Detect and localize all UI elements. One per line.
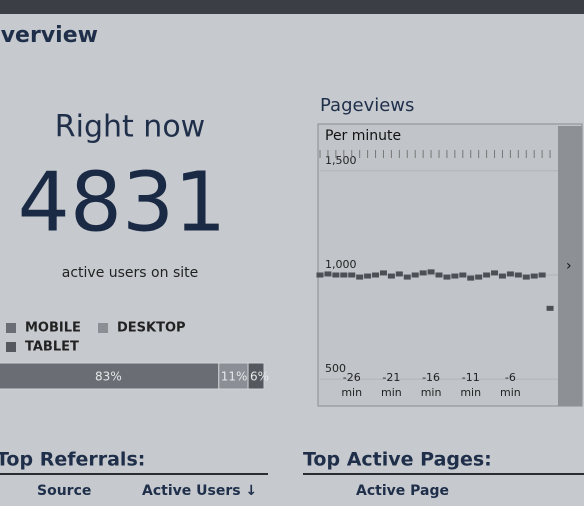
legend-label: DESKTOP xyxy=(117,321,186,336)
pageview-mark xyxy=(475,274,483,280)
y-tick-label: 500 xyxy=(325,362,346,375)
pageview-mark xyxy=(514,272,522,278)
y-tick-label: 1,500 xyxy=(325,154,357,167)
count-caption: active users on site xyxy=(62,265,198,281)
column-header[interactable]: Source xyxy=(37,483,91,499)
legend-swatch xyxy=(98,323,108,333)
device-segment xyxy=(247,362,265,390)
legend-swatch xyxy=(6,323,16,333)
pageview-mark xyxy=(372,272,380,278)
pageview-mark xyxy=(459,272,467,278)
y-tick-label: 1,000 xyxy=(325,258,357,271)
pageview-mark xyxy=(506,271,514,277)
pageview-mark xyxy=(348,272,356,278)
pages-title: Top Active Pages: xyxy=(303,449,492,471)
chart-subtitle: Per minute xyxy=(325,128,401,144)
x-tick-label: -6 min xyxy=(500,371,521,399)
pageview-mark xyxy=(483,272,491,278)
pageview-mark xyxy=(403,274,411,280)
scroll-strip[interactable] xyxy=(558,126,582,406)
pageview-mark xyxy=(316,272,324,278)
pageview-mark xyxy=(324,271,332,277)
pageview-mark xyxy=(530,273,538,279)
chart-title: Pageviews xyxy=(320,95,414,116)
pageview-mark xyxy=(387,273,395,279)
pageview-mark xyxy=(379,270,387,276)
pageview-mark xyxy=(498,273,506,279)
pageview-mark xyxy=(356,274,364,280)
segment-label: 83% xyxy=(95,370,122,384)
pageview-mark xyxy=(411,272,419,278)
x-tick-label: -26 min xyxy=(341,371,362,399)
pageview-mark xyxy=(332,272,340,278)
next-arrow[interactable]: › xyxy=(566,258,572,274)
x-tick-label: -21 min xyxy=(381,371,402,399)
page-title: Overview xyxy=(0,23,98,48)
pageview-mark xyxy=(340,272,348,278)
active-count: 4831 xyxy=(18,155,227,250)
device-segment xyxy=(0,362,220,390)
pageview-mark xyxy=(395,271,403,277)
legend-label: MOBILE xyxy=(25,321,81,336)
column-header[interactable]: Active Users ↓ xyxy=(142,483,257,499)
referrals-title: Top Referrals: xyxy=(0,449,145,471)
pageview-mark xyxy=(364,273,372,279)
pageview-mark xyxy=(427,269,435,275)
legend-label: TABLET xyxy=(25,340,79,355)
column-header[interactable]: Active Page xyxy=(356,483,449,499)
pageview-mark xyxy=(435,272,443,278)
pageview-mark xyxy=(443,274,451,280)
segment-label: 11% xyxy=(221,370,248,384)
realtime-heading: Right now xyxy=(55,110,205,145)
pageview-mark xyxy=(538,272,546,278)
pageview-mark xyxy=(451,273,459,279)
pageview-mark xyxy=(467,275,475,281)
pageview-mark xyxy=(546,305,554,311)
pageview-mark xyxy=(491,270,499,276)
top-band xyxy=(0,0,584,14)
pageview-mark xyxy=(419,270,427,276)
x-tick-label: -11 min xyxy=(460,371,481,399)
x-tick-label: -16 min xyxy=(421,371,442,399)
legend-swatch xyxy=(6,342,16,352)
chart-panel xyxy=(317,123,583,407)
pageview-mark xyxy=(522,274,530,280)
segment-label: 6% xyxy=(250,370,269,384)
